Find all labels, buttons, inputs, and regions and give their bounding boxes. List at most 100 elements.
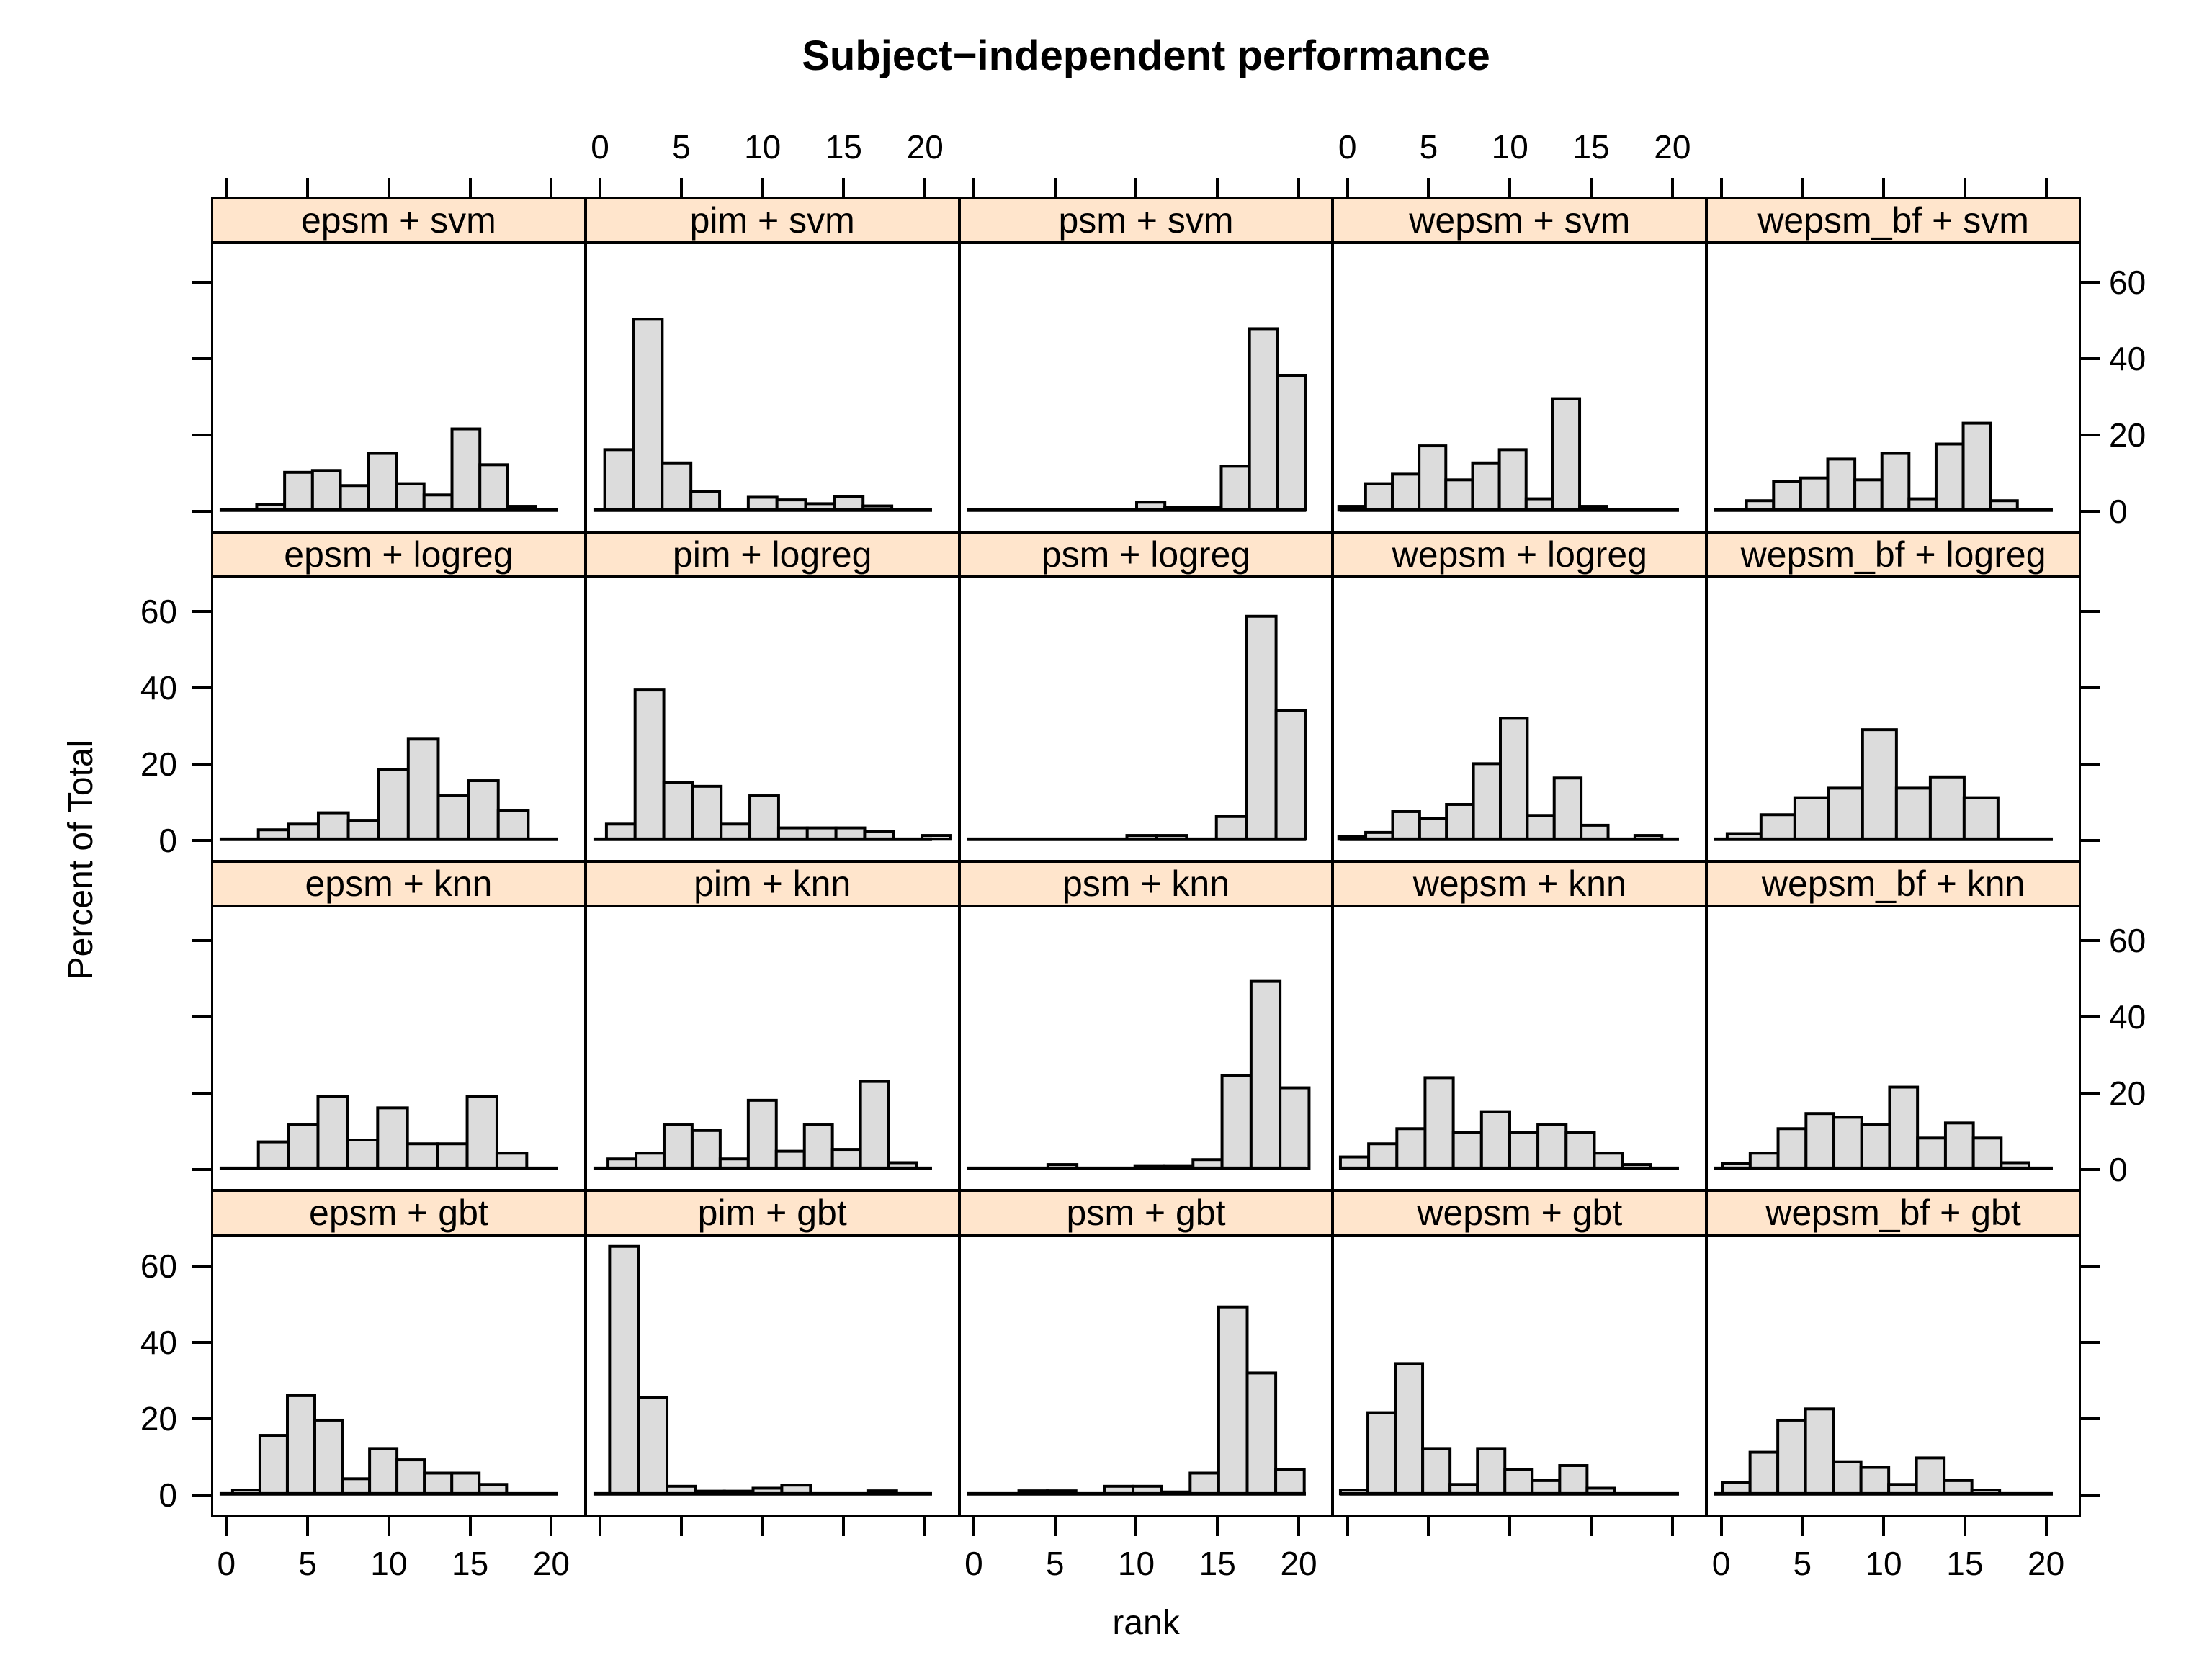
y-tick-left: [192, 1417, 212, 1420]
y-tick-right: [2080, 1494, 2100, 1497]
x-tick-bottom: [1134, 1516, 1138, 1536]
histogram-bar: [1895, 786, 1933, 841]
x-tick-top: [2044, 178, 2048, 198]
histogram-bar: [634, 1152, 666, 1170]
x-tick-top: [1134, 178, 1138, 198]
x-tick-label-bottom: 15: [1946, 1545, 1984, 1582]
x-tick-top: [1053, 178, 1057, 198]
x-tick-bottom: [1882, 1516, 1886, 1536]
x-tick-top: [387, 178, 390, 198]
histogram-bar: [1826, 457, 1857, 512]
histogram-bar: [1859, 1466, 1891, 1496]
x-tick-label-top: 10: [744, 128, 782, 166]
histogram-wepsm-knn: [1339, 1076, 1680, 1170]
histogram-epsm-gbt: [219, 1394, 558, 1496]
x-tick-label-top: 0: [591, 128, 609, 166]
panel-wepsm-logreg: [1333, 577, 1707, 861]
strip-label: psm + logreg: [1041, 534, 1251, 575]
histogram-wepsm_bf-logreg: [1714, 728, 2054, 841]
histogram-bar: [341, 1477, 372, 1496]
histogram-bar: [1935, 442, 1965, 512]
histogram-bar: [690, 1129, 722, 1170]
histogram-bar: [1452, 1131, 1484, 1170]
panel-wepsm-svm: [1333, 243, 1707, 532]
y-tick-left: [192, 281, 212, 284]
histogram-bar: [450, 427, 482, 512]
histogram-bar: [395, 482, 426, 512]
histogram-psm-knn: [967, 979, 1311, 1170]
x-tick-top: [1801, 178, 1804, 198]
x-tick-label-bottom: 5: [1793, 1545, 1812, 1582]
x-tick-label-bottom: 0: [1711, 1545, 1731, 1582]
histogram-bar: [1853, 478, 1884, 512]
histogram-bar: [496, 809, 530, 841]
strip-label: wepsm_bf + gbt: [1765, 1193, 2021, 1233]
x-tick-label-bottom: 15: [1199, 1545, 1236, 1582]
y-tick-label-right: 40: [2109, 998, 2146, 1036]
histogram-bar: [1861, 728, 1899, 841]
strip-label: epsm + svm: [300, 200, 496, 241]
strip-pim-logreg: pim + logreg: [585, 532, 959, 577]
histogram-bar: [1929, 775, 1966, 841]
histogram-bar: [310, 469, 342, 512]
y-axis-title: Percent of Total: [62, 740, 100, 980]
y-tick-left: [192, 939, 212, 942]
strip-pim-gbt: pim + gbt: [585, 1190, 959, 1235]
strip-label: pim + knn: [694, 863, 851, 904]
x-tick-label-bottom: 10: [1865, 1545, 1902, 1582]
histogram-bar: [833, 495, 865, 512]
x-tick-bottom: [1297, 1516, 1301, 1536]
strip-wepsm-gbt: wepsm + gbt: [1333, 1190, 1707, 1235]
histogram-wepsm_bf-knn: [1714, 1085, 2054, 1170]
histogram-bar: [830, 1148, 862, 1170]
y-tick-label-right: 60: [2109, 264, 2146, 301]
histogram-bar: [286, 1394, 316, 1496]
panel-epsm-gbt: [212, 1235, 586, 1516]
strip-wepsm_bf-gbt: wepsm_bf + gbt: [1706, 1190, 2080, 1235]
x-tick-bottom: [2044, 1516, 2048, 1536]
y-tick-right: [2080, 686, 2100, 689]
y-tick-left: [192, 1265, 212, 1268]
y-tick-left: [192, 610, 212, 613]
x-tick-label-bottom: 5: [298, 1545, 317, 1582]
histogram-bar: [633, 688, 666, 841]
histogram-wepsm-logreg: [1338, 717, 1680, 841]
histogram-bar: [1776, 1418, 1807, 1496]
panel-epsm-logreg: [212, 577, 586, 861]
y-tick-left: [192, 763, 212, 766]
x-tick-bottom: [842, 1516, 846, 1536]
y-tick-label-right: 40: [2109, 340, 2146, 377]
histogram-bar: [316, 1095, 349, 1170]
x-tick-bottom: [923, 1516, 927, 1536]
x-tick-bottom: [972, 1516, 975, 1536]
histogram-bar: [1526, 814, 1557, 841]
histogram-bar: [346, 819, 380, 841]
strip-label: epsm + knn: [305, 863, 493, 904]
histogram-bar: [1476, 1447, 1507, 1496]
panel-pim-svm: [585, 243, 959, 532]
x-tick-top: [1590, 178, 1593, 198]
strip-label: wepsm_bf + knn: [1761, 863, 2025, 904]
histogram-bar: [1276, 374, 1307, 512]
histogram-bar: [377, 768, 410, 841]
histogram-bar: [1472, 762, 1503, 841]
histogram-bar: [1480, 1110, 1512, 1170]
y-tick-left: [192, 1092, 212, 1095]
x-tick-top: [1508, 178, 1512, 198]
x-tick-top: [679, 178, 683, 198]
x-tick-top: [1670, 178, 1674, 198]
panel-psm-svm: [959, 243, 1333, 532]
strip-label: pim + gbt: [697, 1193, 847, 1233]
histogram-bar: [636, 1396, 668, 1496]
histogram-bar: [802, 1123, 834, 1170]
y-tick-left: [192, 686, 212, 689]
histogram-bar: [465, 1095, 498, 1170]
panel-psm-knn: [959, 906, 1333, 1190]
x-tick-bottom: [599, 1516, 602, 1536]
y-tick-right: [2080, 1341, 2100, 1344]
panel-psm-gbt: [959, 1235, 1333, 1516]
x-tick-top: [1345, 178, 1349, 198]
histogram-bar: [1395, 1127, 1427, 1170]
x-tick-bottom: [306, 1516, 310, 1536]
strip-label: psm + knn: [1062, 863, 1230, 904]
